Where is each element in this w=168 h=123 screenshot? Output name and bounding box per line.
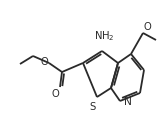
Text: NH$_2$: NH$_2$ [94,29,114,43]
Text: O: O [51,89,59,99]
Text: O: O [40,57,48,67]
Text: O: O [144,22,152,32]
Text: S: S [90,102,96,112]
Text: N: N [124,97,132,107]
